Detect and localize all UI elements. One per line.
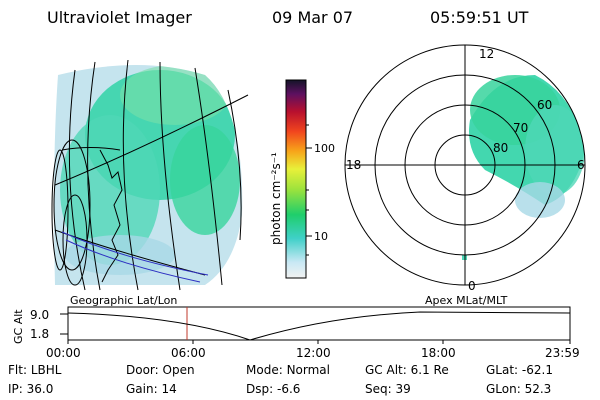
xtick-1800: 18:00 bbox=[421, 346, 456, 360]
mlt-label-6: 6 bbox=[577, 158, 585, 172]
gc-alt-axis-label: GC Alt bbox=[12, 309, 25, 344]
auroral-boundary-line-outer bbox=[65, 239, 201, 283]
uv-image-polar bbox=[462, 75, 585, 260]
status-ip: IP: 36.0 bbox=[8, 382, 53, 396]
geographic-image-panel bbox=[51, 59, 249, 291]
colorbar-tick-label-100: 100 bbox=[314, 142, 335, 155]
ip-value: 36.0 bbox=[26, 382, 54, 396]
ytick-1-8: 1.8 bbox=[30, 327, 49, 341]
altitude-curve bbox=[67, 311, 571, 341]
geo-caption: Geographic Lat/Lon bbox=[70, 294, 177, 307]
polar-grid bbox=[344, 44, 586, 286]
mlat-label-70: 70 bbox=[513, 121, 528, 135]
dsp-label: Dsp: bbox=[246, 382, 274, 396]
apex-caption: Apex MLat/MLT bbox=[425, 294, 508, 307]
glon-value: 52.3 bbox=[524, 382, 552, 396]
ytick-9: 9.0 bbox=[30, 308, 49, 322]
xtick-2359: 23:59 bbox=[545, 346, 580, 360]
colorbar-unit-label: photon cm⁻²s⁻¹ bbox=[269, 152, 283, 245]
xtick-0600: 06:00 bbox=[171, 346, 206, 360]
glat-label: GLat: bbox=[486, 363, 519, 377]
dsp-value: -6.6 bbox=[276, 382, 301, 396]
status-gain: Gain: 14 bbox=[126, 382, 177, 396]
uv-image-geographic bbox=[54, 65, 243, 285]
mlt-label-18: 18 bbox=[346, 158, 361, 172]
polar-plot: 12 18 6 0 60 70 80 bbox=[344, 44, 586, 293]
colorbar-tick-label-10: 10 bbox=[314, 230, 328, 243]
auroral-boundary-line bbox=[61, 231, 209, 276]
filter-label: Flt: bbox=[8, 363, 27, 377]
gain-label: Gain: bbox=[126, 382, 158, 396]
filter-value: LBHL bbox=[30, 363, 62, 377]
status-mode: Mode: Normal bbox=[246, 363, 330, 377]
door-value: Open bbox=[162, 363, 195, 377]
mlt-label-12: 12 bbox=[479, 47, 494, 61]
time-label: 05:59:51 UT bbox=[430, 8, 529, 27]
xtick-1200: 12:00 bbox=[296, 346, 331, 360]
mlat-label-80: 80 bbox=[493, 141, 508, 155]
mlt-label-0: 0 bbox=[468, 279, 476, 293]
mode-label: Mode: bbox=[246, 363, 283, 377]
status-dsp: Dsp: -6.6 bbox=[246, 382, 300, 396]
xtick-0000: 00:00 bbox=[46, 346, 81, 360]
ip-label: IP: bbox=[8, 382, 23, 396]
status-seq: Seq: 39 bbox=[365, 382, 411, 396]
color-bar: 100 10 photon cm⁻²s⁻¹ bbox=[269, 79, 335, 279]
gc-alt-value: 6.1 Re bbox=[410, 363, 449, 377]
status-glon: GLon: 52.3 bbox=[486, 382, 551, 396]
gain-value: 14 bbox=[161, 382, 177, 396]
status-door: Door: Open bbox=[126, 363, 195, 377]
mode-value: Normal bbox=[286, 363, 330, 377]
coastline bbox=[99, 149, 123, 283]
status-filter: Flt: LBHL bbox=[8, 363, 61, 377]
door-label: Door: bbox=[126, 363, 159, 377]
instrument-title: Ultraviolet Imager bbox=[47, 8, 192, 27]
status-glat: GLat: -62.1 bbox=[486, 363, 553, 377]
status-gc-alt: GC Alt: 6.1 Re bbox=[365, 363, 449, 377]
mlat-label-60: 60 bbox=[537, 98, 552, 112]
seq-value: 39 bbox=[395, 382, 411, 396]
glat-value: -62.1 bbox=[521, 363, 553, 377]
altitude-timeline: Geographic Lat/Lon Apex MLat/MLT 9.0 1.8… bbox=[12, 294, 571, 344]
gc-alt-label: GC Alt: bbox=[365, 363, 407, 377]
seq-label: Seq: bbox=[365, 382, 392, 396]
glon-label: GLon: bbox=[486, 382, 521, 396]
date-label: 09 Mar 07 bbox=[272, 8, 354, 27]
color-bar-gradient bbox=[285, 79, 307, 279]
timeline-frame bbox=[67, 306, 571, 341]
geo-grid-lines bbox=[51, 59, 249, 291]
